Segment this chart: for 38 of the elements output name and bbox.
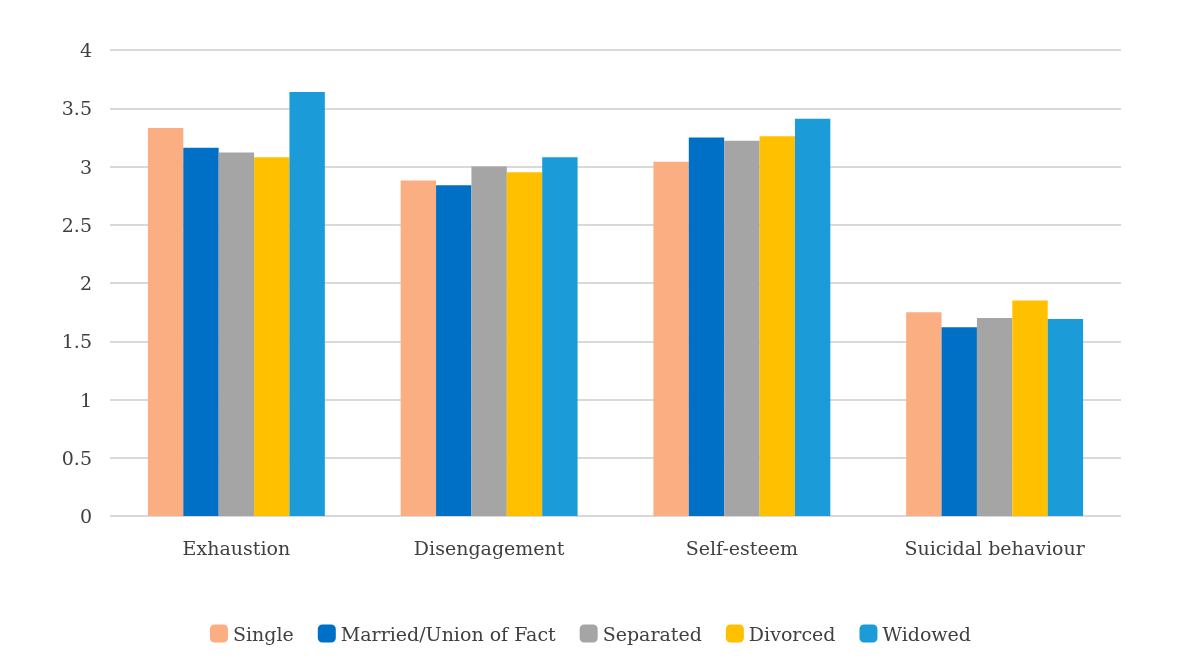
legend-label: Separated	[602, 622, 702, 645]
bar	[506, 172, 543, 516]
y-tick-label: 2	[79, 272, 92, 294]
bar	[1047, 319, 1084, 516]
bar	[471, 166, 507, 516]
legend-label: Married/Union of Fact	[340, 622, 557, 645]
x-tick-label: Self-esteem	[685, 536, 798, 559]
y-tick-label: 2.5	[61, 213, 92, 236]
legend-label: Single	[232, 622, 294, 645]
bar	[653, 161, 689, 516]
y-tick-label: 0.5	[61, 446, 92, 469]
x-tick-label: Suicidal behaviour	[904, 536, 1086, 559]
bar	[218, 152, 255, 516]
bar	[906, 312, 942, 516]
bar	[436, 185, 472, 516]
bar	[724, 140, 760, 516]
y-tick-label: 1.5	[61, 330, 92, 353]
y-tick-label: 3.5	[61, 97, 92, 120]
bar	[688, 137, 725, 516]
bar	[147, 128, 184, 516]
bar	[1012, 300, 1048, 516]
bar	[289, 91, 325, 516]
y-tick-label: 0	[79, 505, 92, 527]
legend-label: Divorced	[748, 622, 836, 645]
bar	[400, 180, 437, 516]
bar	[976, 317, 1013, 516]
bar	[254, 157, 290, 516]
y-tick-label: 3	[79, 155, 92, 178]
bar	[794, 118, 831, 516]
bar	[941, 327, 977, 516]
x-tick-label: Disengagement	[413, 536, 565, 559]
bar	[542, 157, 578, 516]
x-tick-label: Exhaustion	[182, 536, 291, 559]
legend-label: Widowed	[882, 622, 972, 645]
y-tick-label: 4	[79, 39, 92, 61]
y-tick-label: 1	[79, 388, 92, 411]
bar	[183, 147, 219, 516]
bar	[759, 136, 795, 516]
